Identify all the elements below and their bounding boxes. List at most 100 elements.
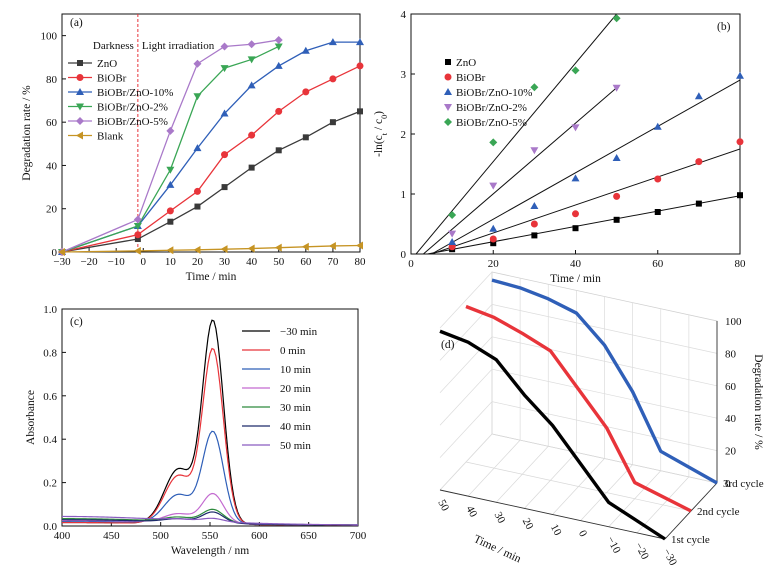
data-point-blank [220,245,228,254]
data-point-biobr-zno-10- [356,38,364,46]
x-axis-title: Time / min [186,271,237,283]
x-tick-label: 20 [192,256,204,268]
x-tick-label: 450 [103,530,120,542]
data-point-biobr-zno-10- [571,174,580,182]
z-tick-label: 100 [725,316,742,328]
side-wall-gridline [439,368,493,426]
time-tick-label: 0 [576,528,589,539]
x-tick-label: 400 [54,530,71,542]
z-tick-label: 0 [725,478,731,490]
data-point-zno [490,240,497,247]
data-point-biobr [695,158,703,166]
floor-gridline [608,470,662,527]
panel-label: (c) [70,316,83,328]
data-point-biobr-zno-2- [612,84,621,92]
y-axis-title-part: / c [373,119,385,133]
data-point-zno [695,200,702,207]
data-point-blank [58,248,65,256]
data-point-zno [329,119,336,126]
time-tick-label: −20 [632,541,651,562]
time-tick-label: 10 [548,522,564,538]
floor-gridline [467,439,521,497]
data-point-biobr-zno-5- [489,138,498,147]
legend-label: 20 min [280,383,311,395]
y-tick-label: 0 [52,247,58,259]
panel-label: (d) [441,339,455,351]
data-point-biobr-zno-2- [274,43,283,51]
legend-label: BiOBr/ZnO-2% [97,102,168,114]
data-point-blank [193,245,201,254]
x-tick-label: 60 [300,256,312,268]
side-wall-gridline [439,271,493,329]
legend-label: 50 min [280,440,311,452]
data-point-biobr-zno-2- [193,93,202,101]
x-tick-label: 30 [219,256,231,268]
floor-gridline [636,476,690,534]
y-axis-title-part: 0 [380,115,389,119]
data-point-biobr [275,107,283,115]
y-tick-label: 4 [401,9,407,21]
data-point-biobr-zno-5- [571,66,580,75]
data-point-zno [737,192,743,199]
x-tick-label: 700 [350,530,367,542]
data-point-biobr-zno-5- [448,211,457,219]
x-tick-label: −30 [53,256,71,268]
legend-label: ZnO [456,57,476,69]
fit-line-zno [427,195,740,254]
y-tick-label: 0.6 [43,391,57,403]
z-tick-label: 80 [725,348,737,360]
data-point-biobr-zno-10- [530,202,539,209]
data-point-biobr-zno-2- [448,230,457,238]
data-point-biobr-zno-10- [653,122,662,130]
side-wall-gridline [439,401,493,458]
y-tick-label: 1 [401,189,407,201]
y-tick-label: 2 [401,129,407,141]
x-tick-label: 20 [488,258,500,270]
legend-marker [76,88,84,95]
data-point-biobr-zno-10- [694,92,703,100]
legend-marker [76,117,84,125]
legend-label: 10 min [280,364,311,376]
y-tick-label: 1.0 [43,304,57,316]
data-point-zno [613,216,620,223]
time-tick-label: 20 [520,516,536,532]
fit-line-biobr-zno-2- [423,87,617,254]
floor-gridline [524,452,577,509]
data-point-biobr-zno-2- [133,223,142,231]
z-axis-title: Degradation rate / % [752,354,764,450]
spectrum-line-10-min [61,430,359,526]
legend-label: 30 min [280,402,311,414]
fit-line-biobr [431,148,740,254]
legend-label: BiOBr/ZnO-5% [97,116,168,128]
x-tick-label: 70 [327,256,339,268]
x-tick-label: 60 [652,258,664,270]
x-axis-title: Wavelength / nm [171,545,249,557]
data-point-zno [134,236,141,243]
cycle-line-3rd-cycle [491,278,718,485]
data-point-biobr [193,187,201,195]
data-point-biobr-zno-2- [489,182,498,190]
legend-label: BiOBr/ZnO-2% [456,102,527,114]
x-tick-label: 600 [251,530,268,542]
data-point-biobr-zno-10- [274,61,283,69]
x-tick-label: 550 [202,530,219,542]
data-point-biobr-zno-10- [247,81,256,89]
data-point-blank [247,244,255,253]
data-point-zno [167,218,174,225]
data-point-blank [328,241,336,250]
panel-c-absorbance-chart: 400 450 500 550 600 650 700 0.0 0.2 0.4 0.6 0.8 1.0 W… [25,304,367,557]
panel-a-plot-frame [61,13,361,253]
data-point-biobr-zno-5- [247,40,256,49]
data-point-biobr-zno-5- [530,83,539,92]
data-point-zno [357,108,363,115]
legend-marker [76,103,84,111]
data-point-biobr-zno-2- [530,147,539,155]
legend-label: ZnO [97,58,117,70]
fit-line-biobr-zno-5- [415,14,618,254]
data-point-biobr-zno-10- [328,38,337,46]
data-point-biobr [530,220,538,228]
spectrum-line-0-min [61,347,359,526]
data-point-biobr-zno-10- [448,238,457,245]
data-point-biobr [489,235,497,243]
